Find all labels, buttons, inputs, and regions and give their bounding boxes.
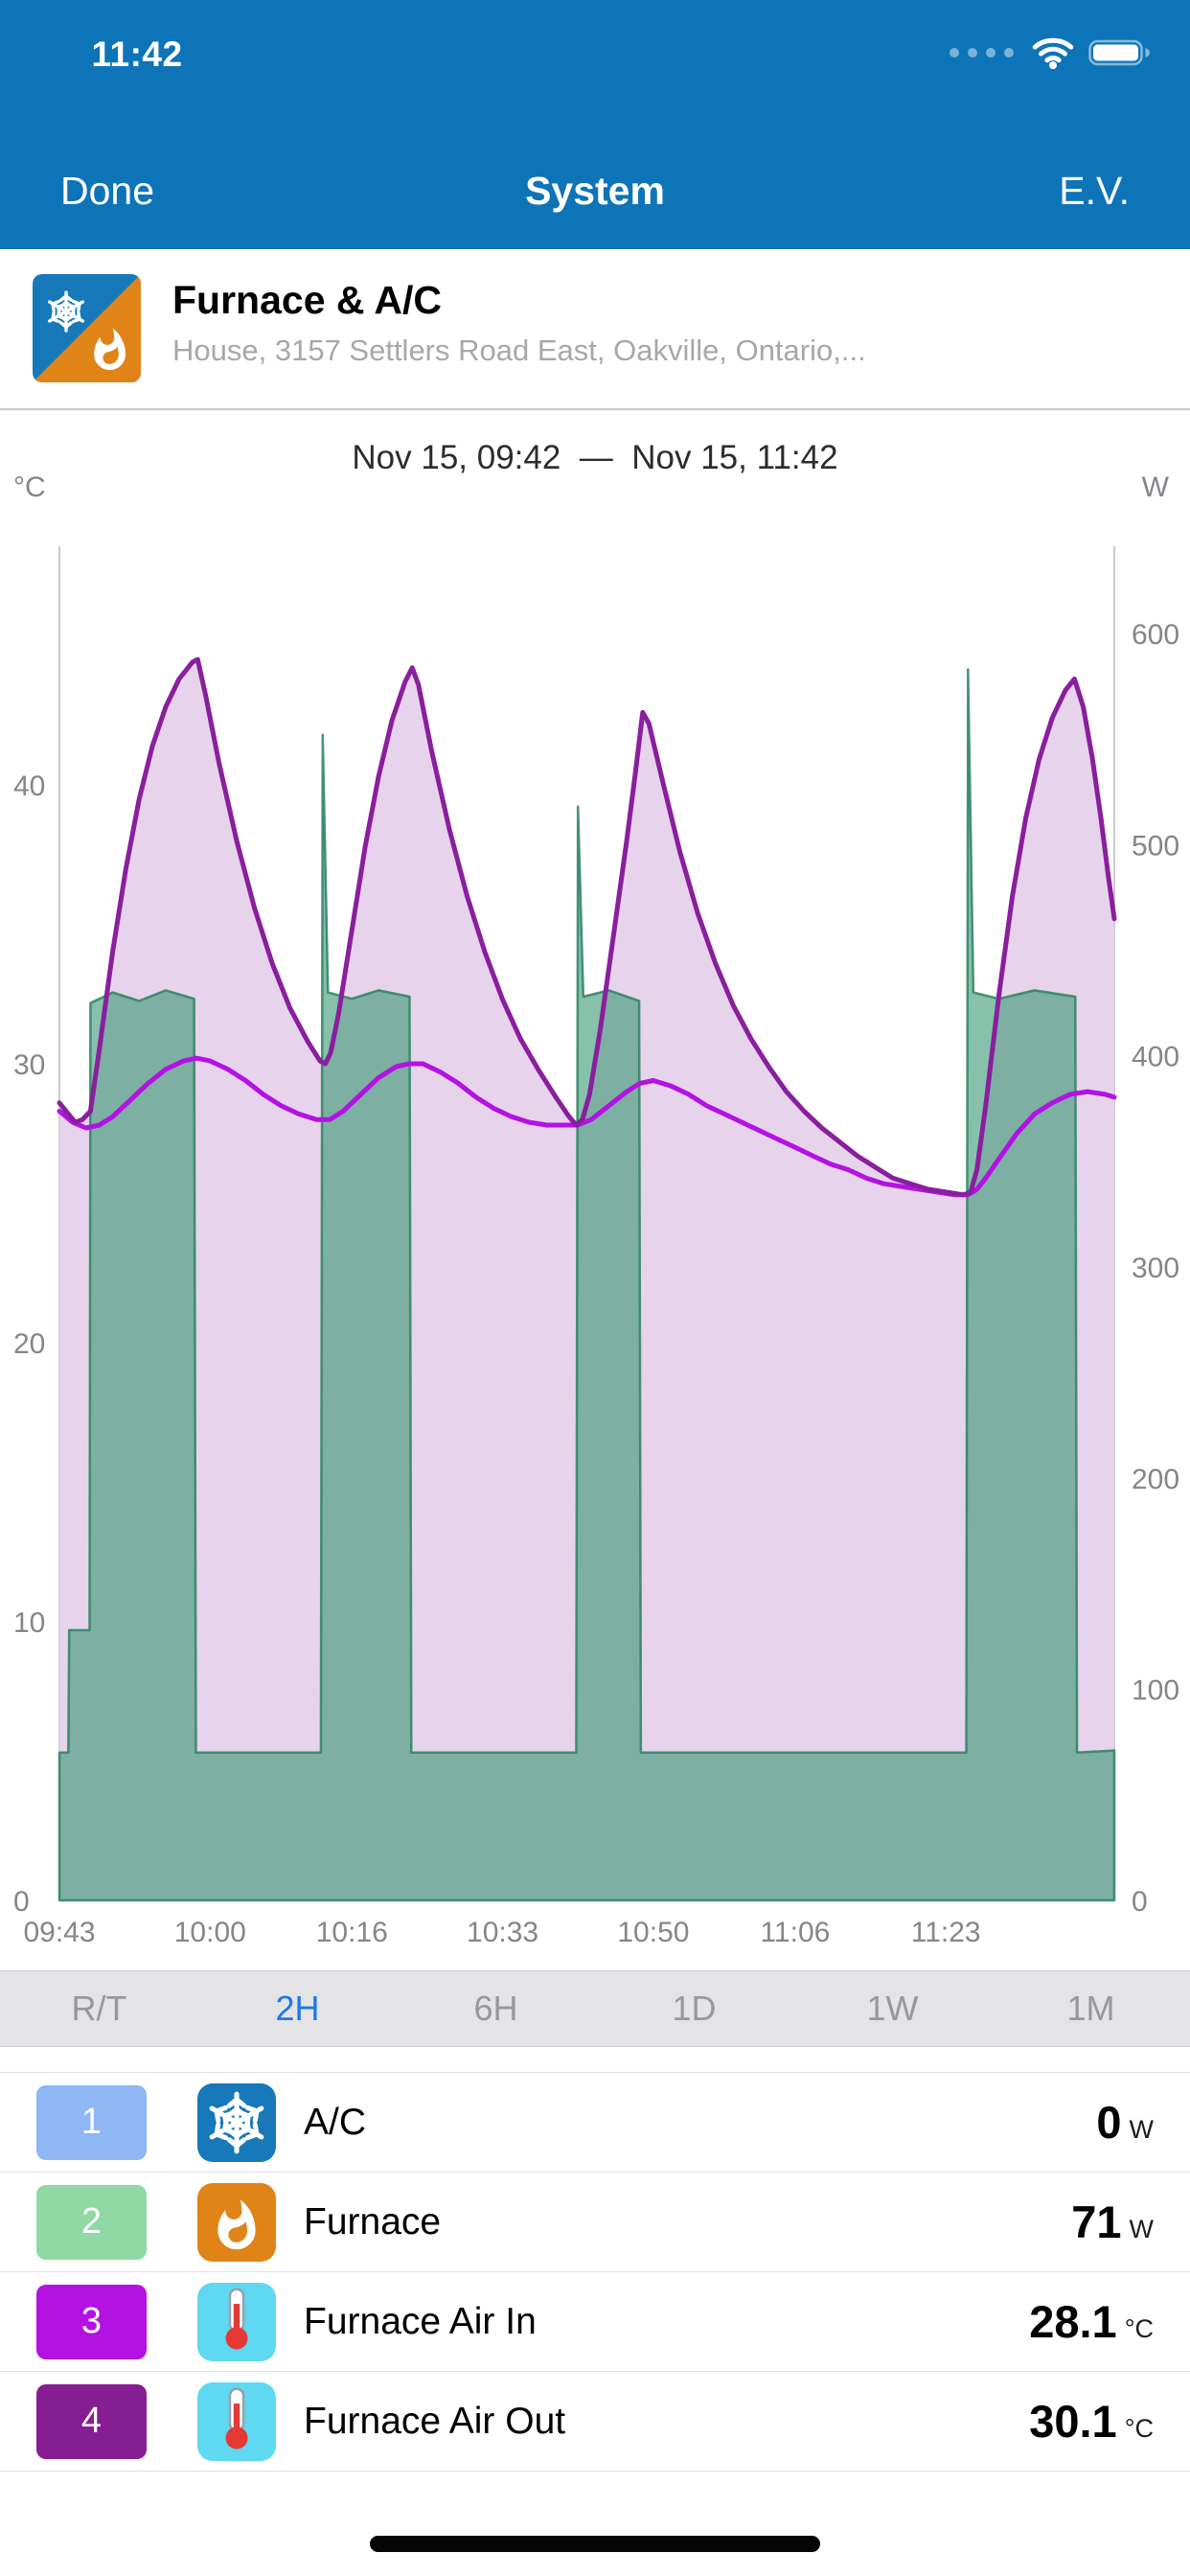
flame-icon — [217, 2198, 256, 2249]
svg-text:10:50: 10:50 — [617, 1917, 689, 1948]
left-axis-unit: °C — [13, 472, 46, 503]
right-axis-unit: W — [1141, 472, 1169, 503]
svg-text:400: 400 — [1132, 1042, 1179, 1073]
svg-text:500: 500 — [1132, 830, 1179, 862]
device-name: Furnace & A/C — [172, 278, 442, 322]
legend-row-furnace-air-in[interactable]: 3 Furnace Air In 28.1 °C — [0, 2272, 1190, 2372]
nav-title: System — [525, 169, 665, 213]
svg-text:11:06: 11:06 — [760, 1917, 830, 1948]
date-range: Nov 15, 09:42 — Nov 15, 11:42 — [352, 439, 838, 476]
nav-bar: Done System E.V. — [0, 161, 1190, 228]
series-name: Furnace — [304, 2200, 442, 2242]
svg-text:20: 20 — [13, 1328, 45, 1360]
legend-row-furnace-air-out[interactable]: 4 Furnace Air Out 30.1 °C — [0, 2372, 1190, 2472]
home-indicator[interactable] — [370, 2536, 820, 2552]
svg-text:100: 100 — [1132, 1675, 1179, 1707]
svg-text:300: 300 — [1132, 1253, 1179, 1284]
svg-text:0: 0 — [13, 1886, 30, 1918]
cellular-dots-icon — [950, 48, 1014, 58]
series-name: A/C — [304, 2101, 367, 2143]
legend-row-furnace[interactable]: 2 Furnace 71 W — [0, 2173, 1190, 2272]
wifi-icon — [1032, 37, 1074, 69]
thermometer-icon — [224, 2386, 249, 2450]
svg-text:40: 40 — [13, 770, 45, 802]
status-nav-bar: 11:42 Done System E.V. — [0, 0, 1190, 249]
done-button[interactable]: Done — [60, 169, 155, 213]
series-number-tile: 1 — [36, 2084, 147, 2160]
series-number-tile: 4 — [36, 2383, 147, 2459]
series-value: 28.1 °C — [1029, 2296, 1154, 2347]
range-option-1w[interactable]: 1W — [866, 1989, 919, 2028]
svg-text:10:33: 10:33 — [467, 1917, 538, 1948]
range-option-rt[interactable]: R/T — [71, 1989, 127, 2028]
svg-text:600: 600 — [1132, 619, 1179, 651]
range-option-1d[interactable]: 1D — [672, 1989, 717, 2028]
range-option-1m[interactable]: 1M — [1066, 1989, 1115, 2028]
status-icons — [950, 0, 1152, 105]
series-value: 71 W — [1071, 2196, 1154, 2247]
snowflake-icon — [197, 2083, 276, 2162]
thermometer-icon — [224, 2287, 249, 2351]
device-header: Furnace & A/C House, 3157 Settlers Road … — [0, 249, 1190, 410]
series-value: 30.1 °C — [1029, 2396, 1154, 2447]
series-number-tile: 2 — [36, 2184, 147, 2260]
battery-icon — [1088, 39, 1150, 66]
ev-button[interactable]: E.V. — [1059, 169, 1130, 213]
range-option-6h[interactable]: 6H — [473, 1989, 518, 2028]
range-option-2h[interactable]: 2H — [275, 1989, 320, 2028]
series-name: Furnace Air In — [304, 2300, 537, 2342]
svg-text:09:43: 09:43 — [23, 1917, 95, 1948]
furnace-ac-icon — [33, 274, 141, 382]
svg-text:0: 0 — [1132, 1886, 1148, 1918]
svg-text:10:00: 10:00 — [174, 1917, 246, 1948]
svg-text:10: 10 — [13, 1607, 45, 1639]
device-subtitle: House, 3157 Settlers Road East, Oakville… — [172, 334, 866, 367]
svg-text:30: 30 — [13, 1049, 45, 1081]
time-range-selector: R/T 2H 6H 1D 1W 1M — [0, 1970, 1190, 2047]
svg-text:10:16: 10:16 — [316, 1917, 388, 1948]
svg-text:11:23: 11:23 — [911, 1917, 981, 1948]
svg-text:200: 200 — [1132, 1463, 1179, 1495]
series-number-tile: 3 — [36, 2284, 147, 2359]
series-name: Furnace Air Out — [304, 2400, 566, 2442]
status-time: 11:42 — [91, 34, 183, 74]
